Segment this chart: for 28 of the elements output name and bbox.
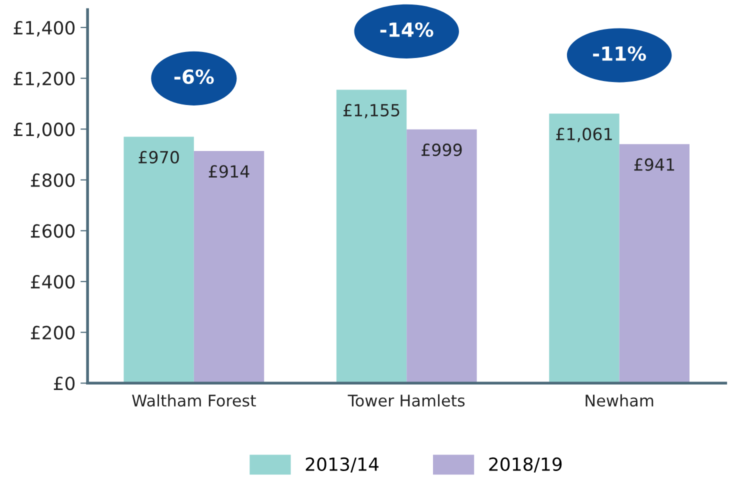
y-tick-label: £0 — [54, 376, 75, 390]
legend-label: 2013/14 — [306, 457, 379, 472]
annotation: -11% — [593, 46, 646, 61]
y-tick-label: £800 — [30, 173, 75, 188]
bar — [549, 114, 620, 384]
annotation: -6% — [174, 69, 214, 84]
bar — [619, 144, 690, 384]
data-label: £941 — [634, 158, 674, 171]
y-tick-label: £600 — [30, 224, 75, 238]
y-tick-label: £400 — [30, 274, 75, 289]
annotation: -14% — [380, 22, 434, 38]
y-tick-label: £1,000 — [14, 122, 75, 138]
bar — [406, 129, 477, 384]
x-tick-label: Newham — [586, 394, 654, 407]
data-label: £1,155 — [343, 104, 400, 118]
bar — [194, 150, 264, 384]
legend-label: 2018/19 — [489, 457, 562, 472]
x-tick-label: Waltham Forest — [132, 394, 256, 407]
bar — [124, 136, 194, 384]
y-tick-label: £1,400 — [14, 20, 75, 36]
data-label: £970 — [138, 150, 179, 164]
y-tick-label: £1,200 — [14, 72, 75, 88]
y-tick-label: £200 — [30, 326, 75, 340]
data-label: £914 — [208, 165, 250, 178]
data-label: £999 — [422, 144, 462, 156]
bar — [336, 90, 407, 384]
data-label: £1,061 — [556, 128, 612, 142]
x-tick-label: Tower Hamlets — [348, 394, 465, 407]
